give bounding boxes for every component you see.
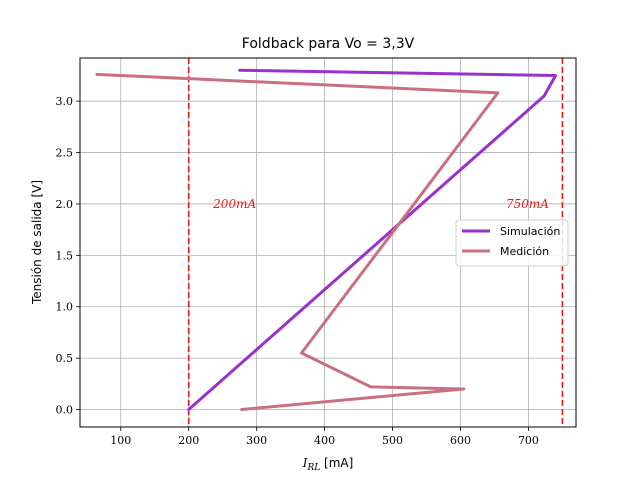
y-tick-label: 2.0 (56, 198, 74, 211)
x-tick-label: 300 (246, 434, 267, 447)
annotation-200mA: 200mA (212, 197, 256, 211)
y-axis-label: Tensión de salida [V] (30, 180, 44, 305)
x-axis-label-unit: [mA] (320, 456, 353, 470)
annotations: 200mA 750mA (212, 197, 549, 211)
legend-label-simulacion: Simulación (500, 225, 560, 238)
x-tick-label: 600 (450, 434, 471, 447)
x-tick-label: 700 (518, 434, 539, 447)
legend-label-medicion: Medición (500, 245, 549, 258)
x-axis-label-subscript: RL (306, 463, 320, 473)
y-axis-ticks: 0.0 0.5 1.0 1.5 2.0 2.5 3.0 (56, 95, 80, 417)
series-line-1 (95, 72, 500, 411)
x-tick-label: 500 (382, 434, 403, 447)
plot-frame (79, 57, 577, 428)
chart-title: Foldback para Vo = 3,3V (242, 36, 415, 52)
legend: Simulación Medición (455, 219, 569, 267)
y-tick-label: 2.5 (56, 147, 74, 160)
x-tick-label: 100 (110, 434, 131, 447)
x-tick-label: 400 (314, 434, 335, 447)
y-tick-label: 0.0 (56, 404, 74, 417)
x-axis-ticks: 100 200 300 400 500 600 700 (110, 427, 539, 447)
y-tick-label: 1.0 (56, 301, 74, 314)
y-tick-label: 1.5 (56, 249, 74, 262)
series-line-0 (187, 68, 558, 411)
x-tick-label: 200 (178, 434, 199, 447)
y-tick-label: 0.5 (56, 352, 74, 365)
series-lines (95, 68, 558, 411)
x-axis-label: IRL [mA] (302, 456, 354, 473)
x-axis-label-prefix: I (302, 456, 308, 470)
y-tick-label: 3.0 (56, 95, 74, 108)
annotation-750mA: 750mA (506, 197, 549, 211)
